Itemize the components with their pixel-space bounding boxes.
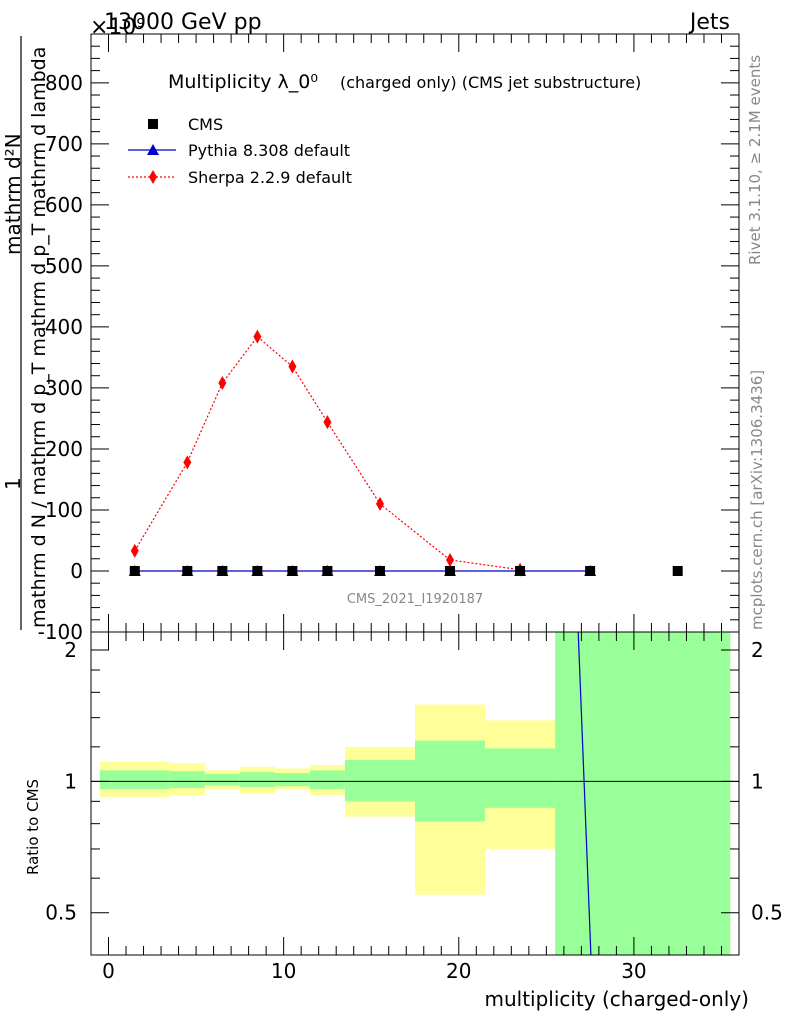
x-tick-label: 30: [621, 959, 646, 983]
cms-data-point: [672, 565, 683, 576]
main-y-tick-label: 0: [70, 559, 83, 583]
ratio-pythia-line: [577, 631, 592, 956]
mcplots-label: mcplots.cern.ch [arXiv:1306.3436]: [748, 370, 766, 630]
main-y-ticks: -100 0 100 200 300 400 500 600 700 800: [38, 45, 739, 644]
main-y-tick-label: 800: [45, 71, 83, 95]
sherpa-data-point: [323, 415, 332, 430]
ratio-band-green: [239, 772, 275, 788]
main-x-ticks: [108, 34, 722, 632]
cms-data-point: [129, 565, 140, 576]
x-axis-label: multiplicity (charged-only): [484, 987, 749, 1011]
main-y-tick-label: 600: [45, 193, 83, 217]
ratio-plot-frame: [90, 631, 740, 956]
ratio-x-ticks: 0 10 20 30: [102, 632, 722, 983]
ratio-panel: 0.5 0.5 1 1 2 2 0 10 20 30 Ratio to CMS multipli…: [24, 631, 783, 1011]
main-y-tick-label: 100: [45, 498, 83, 522]
main-y-tick-label: 200: [45, 437, 83, 461]
ratio-bands: [99, 632, 731, 955]
sherpa-data-point: [253, 329, 262, 344]
main-y-axis-label: 1 mathrm d²N mathrm d N / mathrm d p_T m…: [1, 36, 50, 630]
cms-data-point: [515, 565, 526, 576]
sherpa-data-point: [218, 376, 227, 391]
ratio-band-green: [274, 773, 310, 787]
main-panel: -100 0 100 200 300 400 500 600 700 800 Multiplici…: [1, 33, 740, 644]
main-y-tick-label: 500: [45, 254, 83, 278]
header-right-label: Jets: [688, 10, 730, 35]
cms-data-point: [445, 565, 456, 576]
legend-pythia-marker: [147, 144, 159, 155]
legend-cms-label: CMS: [188, 115, 223, 134]
legend-sherpa-label: Sherpa 2.2.9 default: [188, 168, 352, 187]
ratio-y-tick-label-right: 2: [751, 638, 764, 662]
main-y-tick-label: -100: [38, 620, 83, 644]
main-title: Multiplicity λ_0⁰: [168, 71, 318, 93]
legend-sherpa-marker: [149, 170, 157, 184]
ratio-band-green: [204, 773, 240, 786]
sherpa-data-point: [375, 496, 384, 511]
cms-data-point: [585, 565, 596, 576]
sherpa-data-point: [183, 455, 192, 470]
cms-data-point: [217, 565, 228, 576]
sherpa-data-point: [288, 359, 297, 374]
ratio-y-tick-label-right: 0.5: [751, 901, 783, 925]
legend: CMS Pythia 8.308 default Sherpa 2.2.9 de…: [128, 115, 352, 187]
ratio-y-tick-label: 2: [64, 638, 77, 662]
watermark: CMS_2021_I1920187: [347, 592, 483, 607]
cms-data-point: [374, 565, 385, 576]
sherpa-data-point: [130, 543, 139, 558]
ratio-band-green: [555, 632, 731, 955]
ratio-y-tick-label: 0.5: [45, 901, 77, 925]
y-label-numerator: mathrm d²N: [1, 133, 25, 255]
ratio-y-tick-label: 1: [64, 769, 77, 793]
ratio-band-green: [169, 771, 205, 789]
x-tick-label: 20: [446, 959, 471, 983]
sherpa-data-point: [446, 552, 455, 567]
ratio-band-green: [485, 748, 556, 808]
y-label-denominator: mathrm d N / mathrm d p_T mathrm d p_T m…: [28, 47, 50, 628]
x-tick-label: 10: [271, 959, 296, 983]
cms-data-point: [322, 565, 333, 576]
main-title-suffix: (charged only) (CMS jet substructure): [340, 73, 641, 92]
main-y-tick-label: 700: [45, 132, 83, 156]
y-axis-exponent: ×10⁹: [90, 15, 145, 40]
ratio-y-tick-label-right: 1: [751, 769, 764, 793]
rivet-label: Rivet 3.1.10, ≥ 2.1M events: [746, 55, 764, 265]
y-label-one: 1: [1, 477, 25, 490]
cms-data-point: [182, 565, 193, 576]
cms-data-point: [252, 565, 263, 576]
x-tick-label: 0: [102, 959, 115, 983]
ratio-y-axis-label: Ratio to CMS: [24, 779, 42, 875]
legend-cms-marker: [148, 119, 158, 129]
main-y-tick-label: 400: [45, 315, 83, 339]
ratio-band-green: [309, 770, 345, 790]
header-left-label: 13000 GeV pp: [104, 10, 262, 35]
ratio-y-ticks: 0.5 0.5 1 1 2 2: [45, 638, 783, 925]
series-line: [134, 335, 521, 571]
ratio-band-green: [99, 770, 170, 790]
ratio-band-green: [344, 759, 415, 802]
cms-data-point: [287, 565, 298, 576]
legend-pythia-label: Pythia 8.308 default: [188, 141, 350, 160]
main-y-tick-label: 300: [45, 376, 83, 400]
main-series: [128, 329, 683, 577]
